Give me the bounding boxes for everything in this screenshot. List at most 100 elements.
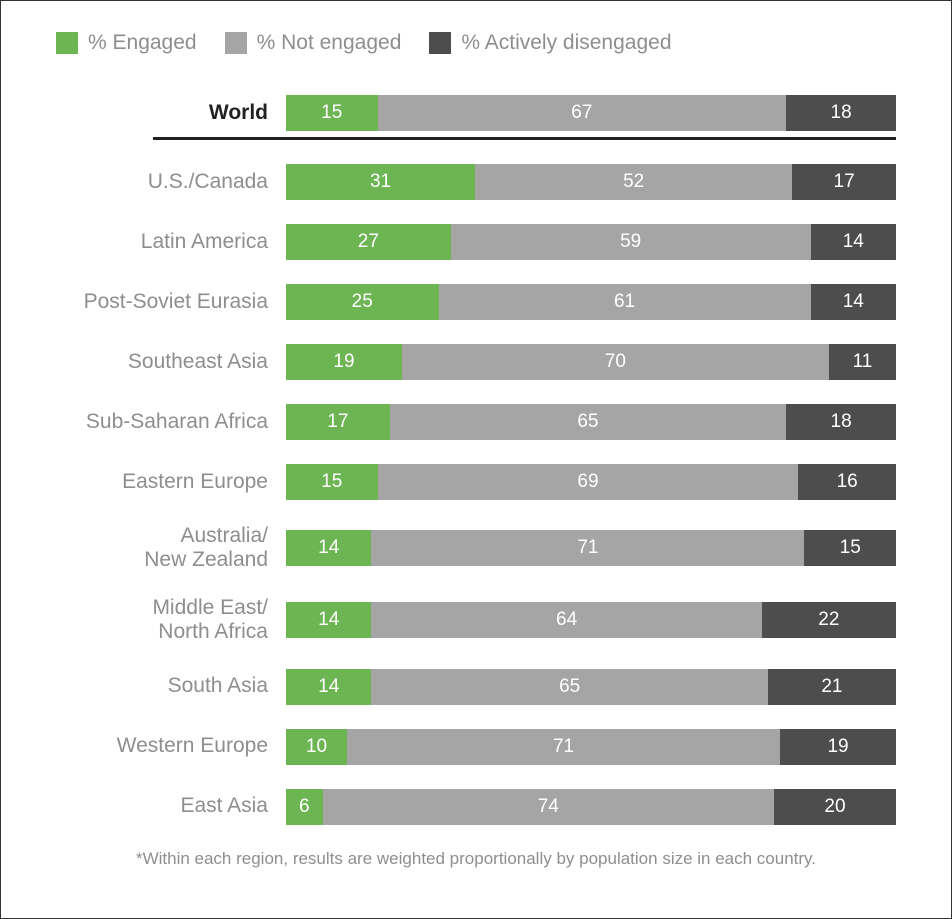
bar-value-label: 69 (577, 471, 598, 493)
bar-track: 197011 (286, 344, 896, 380)
bar-value-label: 14 (318, 609, 339, 631)
bar-value-label: 52 (623, 171, 644, 193)
bar-value-label: 6 (299, 796, 310, 818)
row-label: U.S./Canada (56, 170, 286, 194)
bar-segment-not-engaged: 69 (378, 464, 799, 500)
chart-row: Sub-Saharan Africa176518 (56, 404, 896, 440)
bar-track: 27 59 14 (286, 224, 896, 260)
row-label: Australia/New Zealand (56, 524, 286, 572)
bar-value-label: 71 (553, 736, 574, 758)
bar-segment-engaged: 27 (286, 224, 451, 260)
bar-segment-not-engaged: 71 (347, 729, 780, 765)
bar-value-label: 10 (306, 736, 327, 758)
bar-value-label: 14 (318, 537, 339, 559)
row-label: South Asia (56, 674, 286, 698)
bar-segment-actively-disengaged: 14 (811, 284, 896, 320)
row-label: Western Europe (56, 734, 286, 758)
bar-value-label: 15 (321, 102, 342, 124)
legend-swatch-engaged (56, 32, 78, 54)
chart-row-world: World156718 (56, 95, 896, 131)
bar-value-label: 67 (571, 102, 592, 124)
bar-value-label: 15 (321, 471, 342, 493)
bar-track: 14 71 15 (286, 530, 896, 566)
bar-segment-actively-disengaged: 18 (786, 404, 896, 440)
row-label: Middle East/North Africa (56, 596, 286, 644)
bar-segment-engaged: 17 (286, 404, 390, 440)
row-label: Eastern Europe (56, 470, 286, 494)
bar-segment-actively-disengaged: 11 (829, 344, 896, 380)
bar-segment-not-engaged: 74 (323, 789, 774, 825)
bar-value-label: 17 (327, 411, 348, 433)
bar-value-label: 59 (620, 231, 641, 253)
legend-label-engaged: % Engaged (88, 31, 197, 55)
bar-value-label: 18 (831, 411, 852, 433)
bar-value-label: 27 (358, 231, 379, 253)
bar-segment-not-engaged: 65 (390, 404, 787, 440)
bar-segment-not-engaged: 70 (402, 344, 829, 380)
bar-value-label: 21 (821, 676, 842, 698)
legend-item-not-engaged: % Not engaged (225, 31, 402, 55)
bar-segment-actively-disengaged: 20 (774, 789, 896, 825)
bar-track: 31 52 17 (286, 164, 896, 200)
chart-row: U.S./Canada 31 52 17 (56, 164, 896, 200)
bar-track: 15 69 16 (286, 464, 896, 500)
bar-segment-actively-disengaged: 16 (798, 464, 896, 500)
chart-row: Southeast Asia197011 (56, 344, 896, 380)
bar-value-label: 31 (370, 171, 391, 193)
world-divider (153, 137, 896, 140)
bar-track: 17 65 18 (286, 404, 896, 440)
bar-segment-engaged: 31 (286, 164, 475, 200)
bar-value-label: 61 (614, 291, 635, 313)
bar-segment-not-engaged: 61 (439, 284, 811, 320)
bar-value-label: 70 (605, 351, 626, 373)
chart-row: Australia/New Zealand 14 71 15 (56, 524, 896, 572)
bar-segment-engaged: 14 (286, 602, 371, 638)
legend-item-engaged: % Engaged (56, 31, 197, 55)
bar-segment-actively-disengaged: 18 (786, 95, 896, 131)
bar-value-label: 71 (577, 537, 598, 559)
bar-value-label: 17 (834, 171, 855, 193)
bar-segment-actively-disengaged: 15 (804, 530, 896, 566)
legend-label-not-engaged: % Not engaged (257, 31, 402, 55)
bar-segment-actively-disengaged: 19 (780, 729, 896, 765)
bar-track: 14 65 21 (286, 669, 896, 705)
row-label: Post-Soviet Eurasia (56, 290, 286, 314)
bar-segment-not-engaged: 59 (451, 224, 811, 260)
chart-footnote: *Within each region, results are weighte… (46, 849, 906, 869)
bar-segment-engaged: 25 (286, 284, 439, 320)
bar-track: 15 67 18 (286, 95, 896, 131)
bar-segment-engaged: 14 (286, 669, 371, 705)
bar-value-label: 74 (538, 796, 559, 818)
row-label: Latin America (56, 230, 286, 254)
row-label: East Asia (56, 794, 286, 818)
bar-value-label: 14 (318, 676, 339, 698)
chart-container: % Engaged % Not engaged % Actively disen… (0, 0, 952, 919)
bar-segment-engaged: 15 (286, 464, 378, 500)
legend-label-actively-disengaged: % Actively disengaged (461, 31, 671, 55)
bar-track: 10 71 19 (286, 729, 896, 765)
bar-segment-not-engaged: 67 (378, 95, 787, 131)
bar-value-label: 25 (352, 291, 373, 313)
bar-value-label: 65 (559, 676, 580, 698)
bar-value-label: 18 (831, 102, 852, 124)
bar-value-label: 16 (837, 471, 858, 493)
chart-rows: World156718U.S./Canada315217Latin Americ… (56, 95, 896, 825)
bar-segment-actively-disengaged: 14 (811, 224, 896, 260)
bar-value-label: 14 (843, 291, 864, 313)
bar-value-label: 19 (827, 736, 848, 758)
bar-segment-engaged: 10 (286, 729, 347, 765)
legend-swatch-not-engaged (225, 32, 247, 54)
bar-value-label: 65 (577, 411, 598, 433)
bar-value-label: 11 (853, 351, 873, 373)
row-label: Southeast Asia (56, 350, 286, 374)
legend-swatch-actively-disengaged (429, 32, 451, 54)
bar-track: 25 61 14 (286, 284, 896, 320)
bar-value-label: 14 (843, 231, 864, 253)
bar-value-label: 64 (556, 609, 577, 631)
chart-row: Middle East/North Africa 14 64 22 (56, 596, 896, 644)
bar-segment-actively-disengaged: 22 (762, 602, 896, 638)
bar-value-label: 22 (818, 609, 839, 631)
chart-row: Post-Soviet Eurasia 25 61 14 (56, 284, 896, 320)
bar-segment-engaged: 6 (286, 789, 323, 825)
bar-track: 14 64 22 (286, 602, 896, 638)
